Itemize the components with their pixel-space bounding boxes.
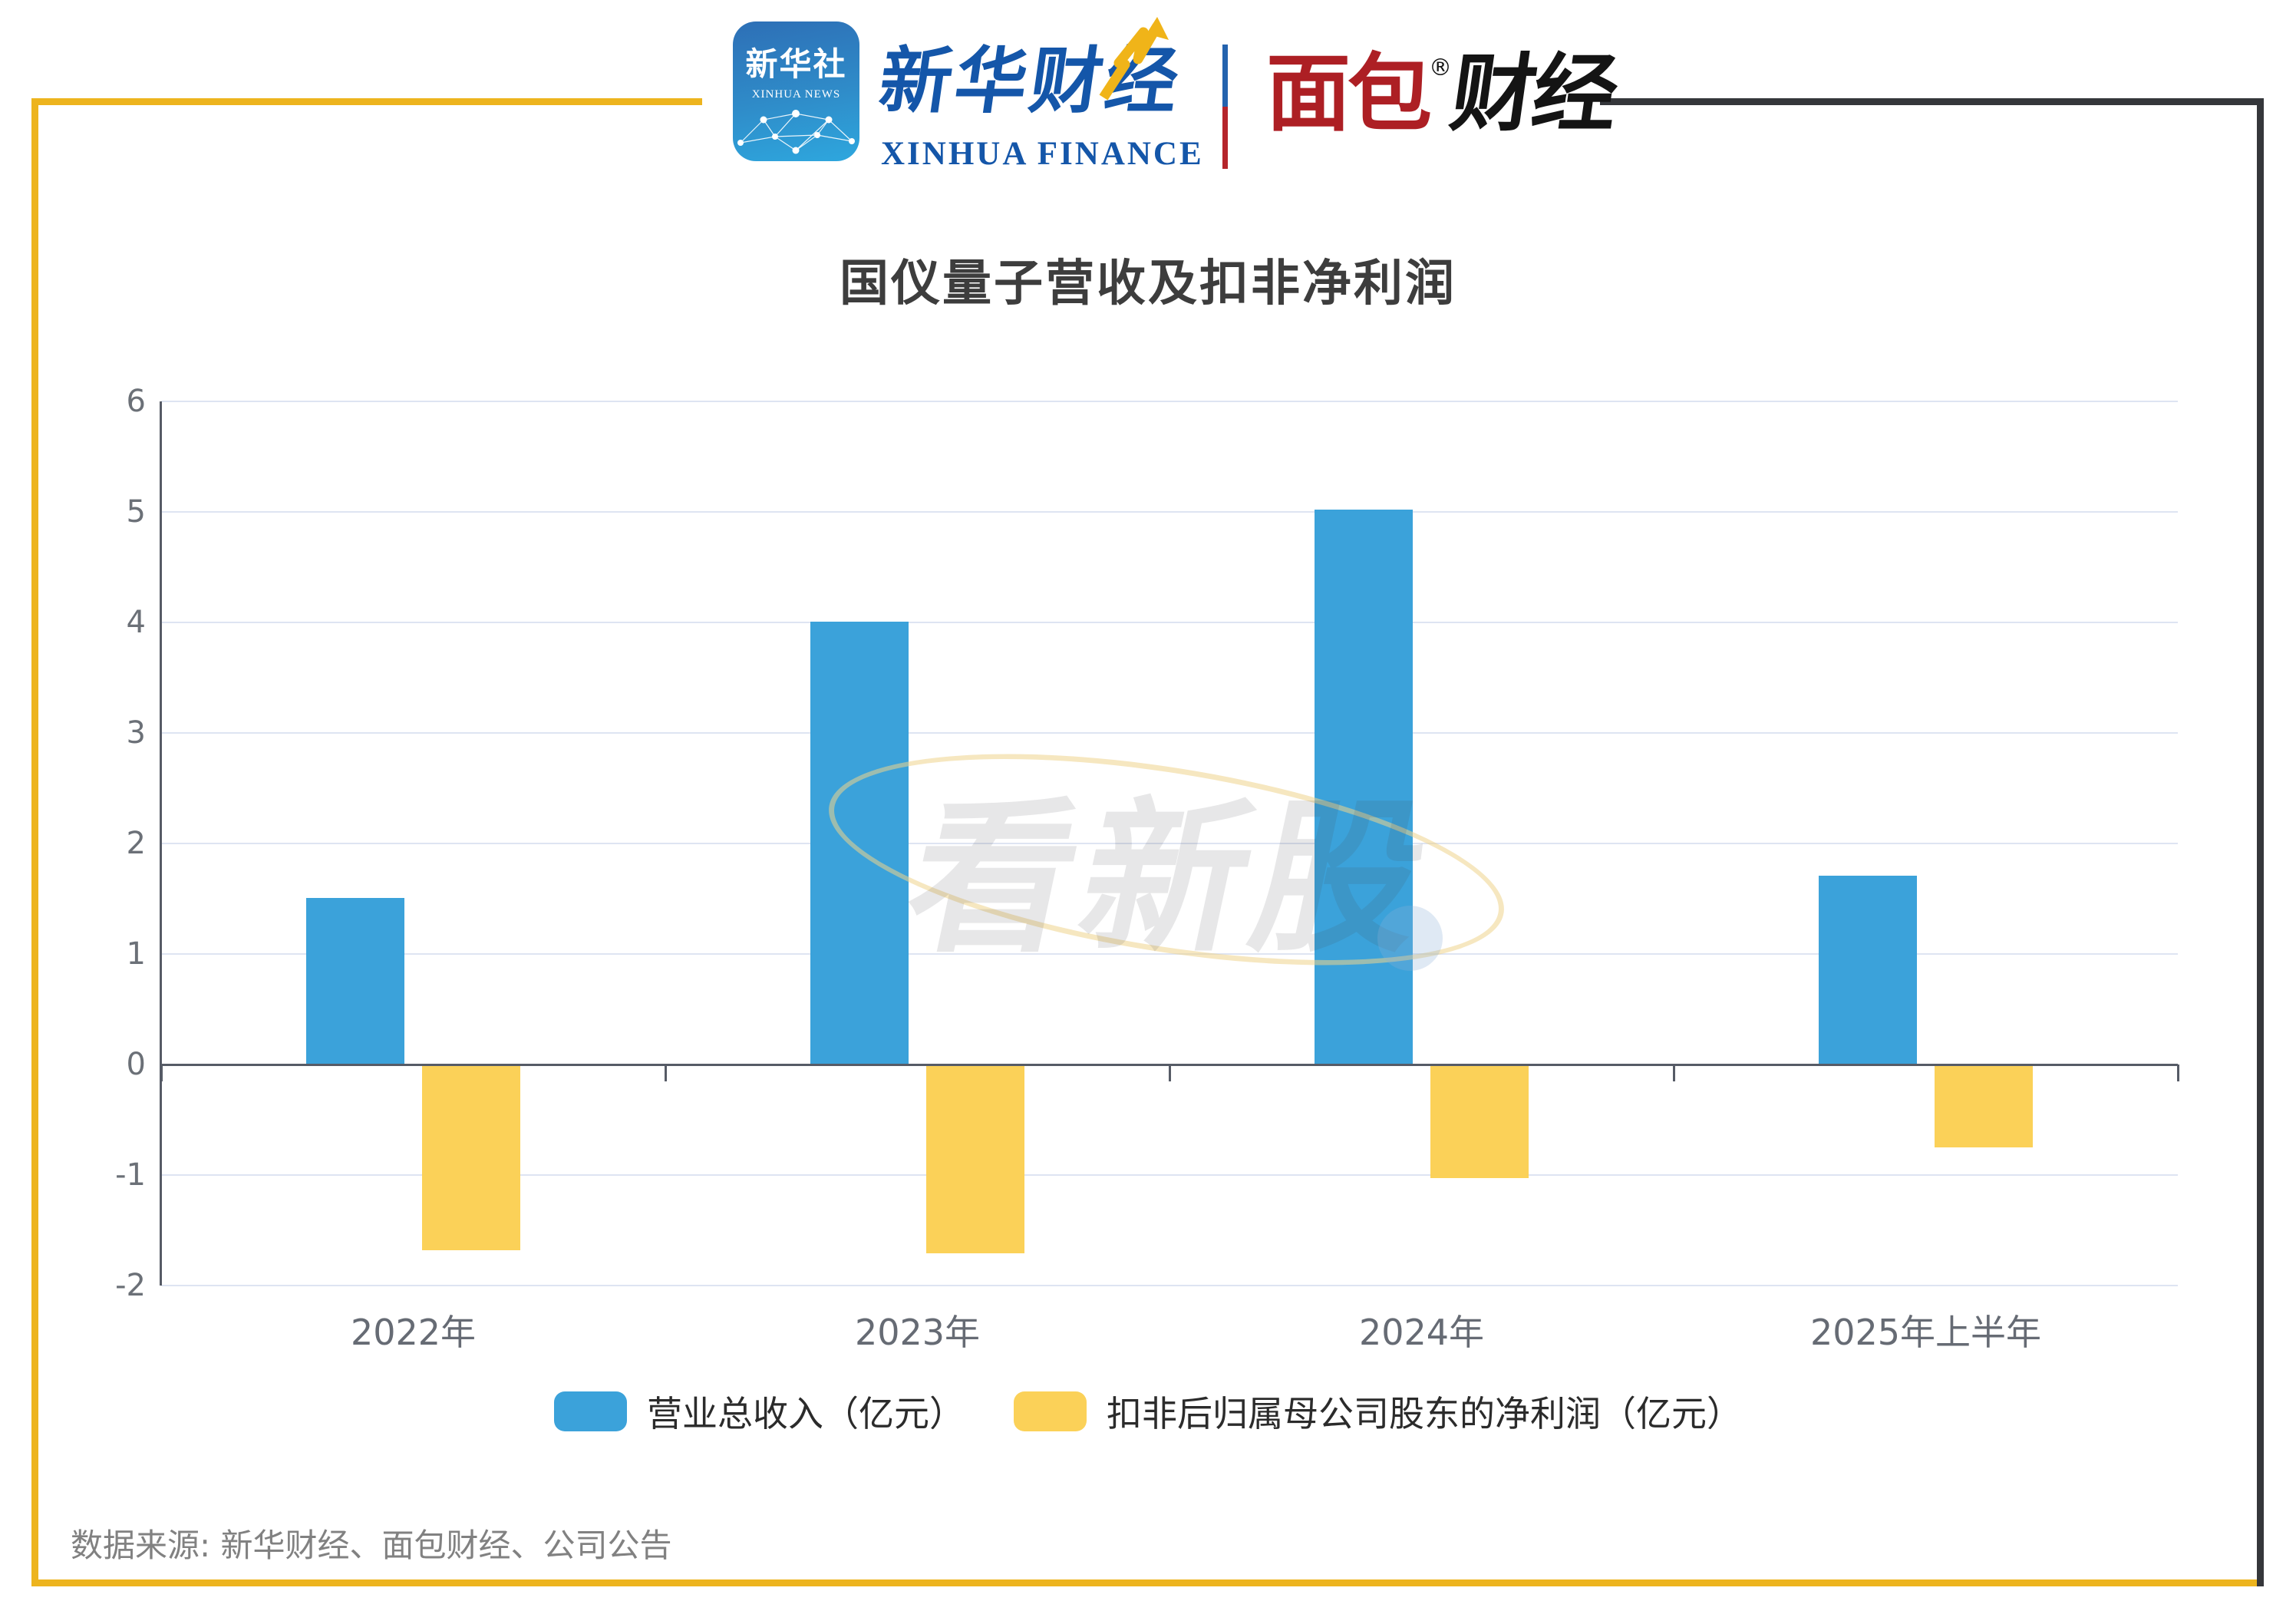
- legend-item-net-profit: 扣非后归属母公司股东的净利润（亿元）: [1014, 1386, 1742, 1437]
- bar-revenue-2025年上半年: [1819, 875, 1917, 1065]
- x-axis-tick-1: [664, 1065, 667, 1081]
- frame-border-right: [2257, 98, 2264, 1586]
- bar-net-profit-2022年: [422, 1065, 520, 1250]
- x-axis-label-2022年: 2022年: [350, 1312, 477, 1353]
- x-axis-label-2025年上半年: 2025年上半年: [1809, 1312, 2042, 1353]
- registered-trademark-icon: ®: [1429, 54, 1452, 81]
- y-axis-label-0: 0: [126, 1047, 146, 1082]
- gridline-y-6: [161, 401, 2178, 402]
- gridline-y--1: [161, 1174, 2178, 1176]
- y-axis-label-6: 6: [126, 384, 146, 419]
- y-axis-label--1: -1: [115, 1157, 146, 1193]
- gridline-y-2: [161, 843, 2178, 844]
- data-source-note: 数据来源: 新华财经、面包财经、公司公告: [71, 1527, 672, 1564]
- y-axis-label-5: 5: [126, 494, 146, 530]
- y-axis-label-3: 3: [126, 715, 146, 751]
- rising-arrow-icon: [1099, 17, 1169, 101]
- y-axis-label--2: -2: [115, 1268, 146, 1303]
- x-axis-tick-0: [160, 1065, 163, 1081]
- x-axis-label-2024年: 2024年: [1358, 1312, 1485, 1353]
- gridline-y--2: [161, 1285, 2178, 1286]
- y-axis-label-4: 4: [126, 605, 146, 640]
- frame-border-bottom: [31, 1579, 2264, 1586]
- network-constellation-icon: [737, 110, 855, 154]
- legend-swatch-revenue: [554, 1391, 627, 1431]
- gridline-y-3: [161, 732, 2178, 734]
- bar-revenue-2024年: [1315, 510, 1413, 1065]
- xinhua-news-app-icon: 新华社 XINHUA NEWS: [733, 21, 859, 161]
- xinhua-news-label: 新华社: [745, 45, 847, 83]
- bar-net-profit-2023年: [926, 1065, 1024, 1254]
- xinhua-finance-logo: 新华财经 XINHUA FINANCE: [874, 17, 1202, 172]
- header-divider: [1222, 45, 1228, 169]
- bar-revenue-2022年: [306, 897, 404, 1065]
- gridline-y-4: [161, 622, 2178, 623]
- bar-revenue-2023年: [810, 621, 909, 1065]
- chart-legend: 营业总收入（亿元） 扣非后归属母公司股东的净利润（亿元）: [0, 1386, 2296, 1437]
- frame-border-top-left: [31, 98, 702, 105]
- legend-label-revenue: 营业总收入（亿元）: [647, 1393, 965, 1434]
- y-axis-label-2: 2: [126, 826, 146, 861]
- x-axis-tick-2: [1168, 1065, 1171, 1081]
- x-axis-tick-3: [1672, 1065, 1675, 1081]
- x-axis-tick-4: [2176, 1065, 2179, 1081]
- mianbao-red-text: 面包: [1266, 45, 1432, 143]
- y-axis-label-1: 1: [126, 936, 146, 972]
- bar-net-profit-2024年: [1430, 1065, 1529, 1179]
- gridline-y-5: [161, 511, 2178, 513]
- legend-item-revenue: 营业总收入（亿元）: [554, 1386, 965, 1437]
- legend-swatch-net-profit: [1014, 1391, 1087, 1431]
- frame-border-left: [31, 98, 38, 1586]
- y-axis-line: [160, 401, 162, 1286]
- legend-label-net-profit: 扣非后归属母公司股东的净利润（亿元）: [1107, 1393, 1742, 1434]
- chart-title: 国仪量子营收及扣非净利润: [840, 256, 1456, 312]
- gridline-y-1: [161, 953, 2178, 955]
- xinhua-finance-latin: XINHUA FINANCE: [881, 136, 1204, 172]
- x-axis-label-2023年: 2023年: [854, 1312, 981, 1353]
- mianbao-finance-logo: 面包®财经: [1266, 40, 1621, 155]
- frame-border-top-right: [1600, 98, 2264, 105]
- bar-net-profit-2025年上半年: [1935, 1065, 2033, 1147]
- xinhua-news-latin-label: XINHUA NEWS: [751, 88, 841, 101]
